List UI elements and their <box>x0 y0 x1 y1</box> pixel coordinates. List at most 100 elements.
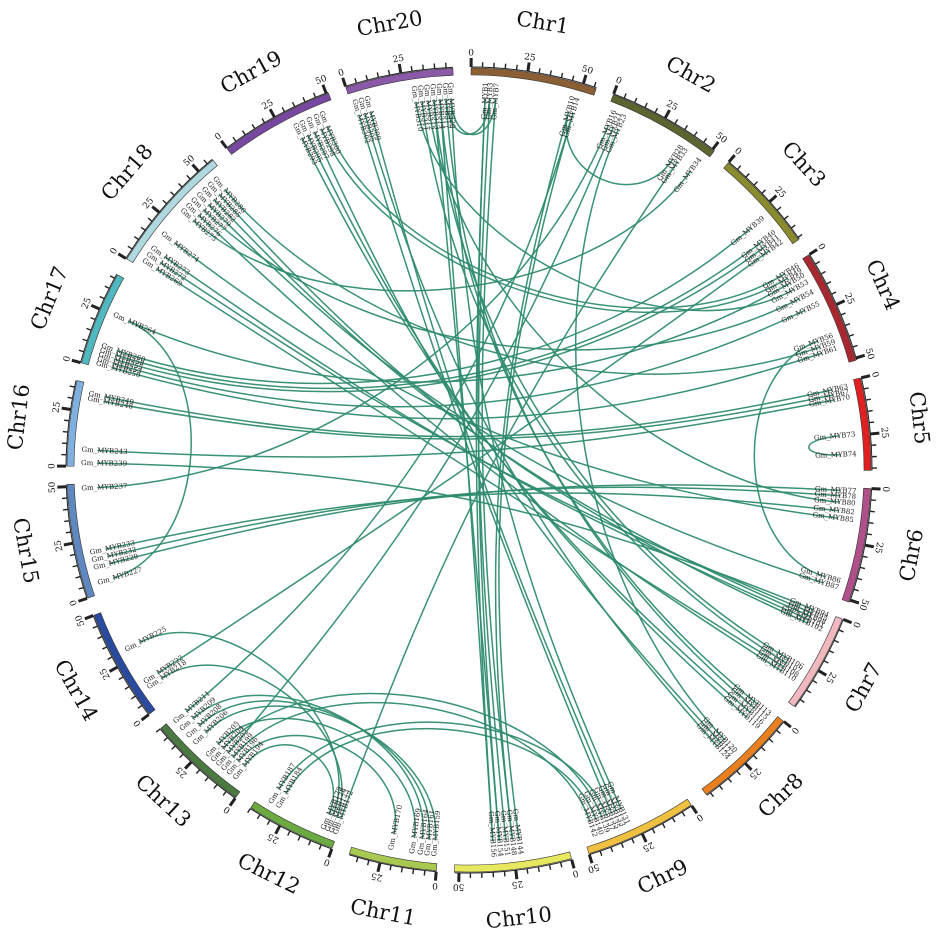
tick-label: 0 <box>323 856 332 867</box>
tick-label: 0 <box>68 598 79 607</box>
tick-mark <box>736 770 741 776</box>
tick-label: 0 <box>880 486 890 492</box>
tick-label: 0 <box>213 131 224 143</box>
chromosome-axis <box>125 158 213 259</box>
tick-mark <box>67 396 73 399</box>
synteny-link <box>494 111 570 840</box>
synteny-link <box>433 99 790 661</box>
tick-mark <box>610 846 614 853</box>
tick-mark <box>312 92 317 98</box>
synteny-link <box>155 267 785 668</box>
chromosome-label: Chr6 <box>895 527 929 584</box>
tick-mark <box>84 614 94 621</box>
tick-mark <box>727 154 736 163</box>
tick-mark <box>671 817 676 823</box>
tick-mark <box>162 199 168 205</box>
tick-label: 0 <box>432 880 439 890</box>
tick-mark <box>90 304 101 311</box>
tick-mark <box>107 656 113 660</box>
tick-label: 0 <box>337 68 346 79</box>
tick-mark <box>118 676 124 681</box>
chromosome-axis <box>860 377 873 471</box>
tick-mark <box>220 139 228 149</box>
chromosome-axis <box>706 721 785 796</box>
synteny-link <box>157 250 770 675</box>
tick-mark <box>849 598 860 605</box>
tick-mark <box>640 833 648 843</box>
tick-mark <box>321 84 328 94</box>
chromosome-label: Chr15 <box>8 516 43 586</box>
tick-mark <box>745 173 750 178</box>
tick-label: 0 <box>869 371 880 379</box>
synteny-link <box>174 242 838 519</box>
tick-mark <box>397 63 403 74</box>
tick-label: 0 <box>850 620 862 629</box>
tick-label: 25 <box>878 427 889 440</box>
gene-label: Gm_MYB170 <box>387 804 404 851</box>
tick-mark <box>195 769 201 774</box>
tick-mark <box>631 838 635 844</box>
chromosome-chr16 <box>66 380 85 467</box>
chromosome-label: Chr13 <box>131 770 196 833</box>
tick-mark <box>599 850 603 857</box>
gene-label: Gm_MYB3 <box>485 82 495 120</box>
chromosome-chr12 <box>250 801 335 849</box>
chromosome-chr6 <box>841 487 871 603</box>
tick-mark <box>108 665 119 673</box>
tick-mark <box>365 75 369 81</box>
synteny-link <box>217 717 416 839</box>
chromosome-axis <box>471 66 597 89</box>
tick-mark <box>232 136 237 142</box>
tick-mark <box>855 353 866 360</box>
tick-mark <box>863 387 869 390</box>
synteny-link <box>113 245 767 393</box>
tick-label: 0 <box>614 76 623 87</box>
tick-mark <box>266 819 271 826</box>
gene-label: Gm_MYB239 <box>81 459 127 468</box>
tick-mark <box>831 291 837 295</box>
synteny-link <box>207 203 824 584</box>
chromosome-label: Chr17 <box>26 263 73 334</box>
synteny-link <box>224 189 821 375</box>
tick-mark <box>170 191 175 196</box>
gene-label: Gm_MYB73 <box>814 430 856 442</box>
chromosome-label: Chr16 <box>3 383 35 452</box>
tick-mark <box>61 406 71 411</box>
tick-mark <box>184 761 193 770</box>
tick-label: 50 <box>453 881 465 891</box>
tick-mark <box>823 660 829 664</box>
tick-label: 25 <box>266 831 281 845</box>
tick-mark <box>261 118 266 124</box>
tick-label: 0 <box>468 48 474 58</box>
tick-mark <box>515 64 518 70</box>
tick-mark <box>866 533 872 536</box>
chromosome-label: Chr12 <box>234 848 304 899</box>
tick-mark <box>69 553 76 557</box>
chromosome-label: Chr20 <box>355 6 425 41</box>
tick-mark <box>560 72 564 78</box>
tick-mark <box>179 753 184 759</box>
tick-mark <box>171 745 176 750</box>
tick-mark <box>341 77 347 87</box>
tick-mark <box>711 141 720 151</box>
tick-label: 25 <box>98 666 112 681</box>
gene-label: Gm_MYB264 <box>112 311 158 337</box>
tick-mark <box>75 575 81 579</box>
synteny-link <box>232 701 591 823</box>
tick-mark <box>151 205 161 214</box>
tick-mark <box>78 349 84 353</box>
chromosome-label: Chr9 <box>634 855 692 899</box>
tick-mark <box>241 130 246 136</box>
tick-label: 25 <box>842 292 856 307</box>
tick-mark <box>102 646 108 650</box>
tick-label: 50 <box>74 613 88 628</box>
synteny-link <box>421 100 788 664</box>
chromosome-chr3 <box>723 162 799 245</box>
chromosome-label: Chr10 <box>485 902 554 933</box>
tick-mark <box>366 860 370 866</box>
tick-mark <box>297 835 301 841</box>
synteny-link <box>439 99 494 842</box>
tick-mark <box>228 797 237 807</box>
tick-label: 50 <box>580 64 594 77</box>
